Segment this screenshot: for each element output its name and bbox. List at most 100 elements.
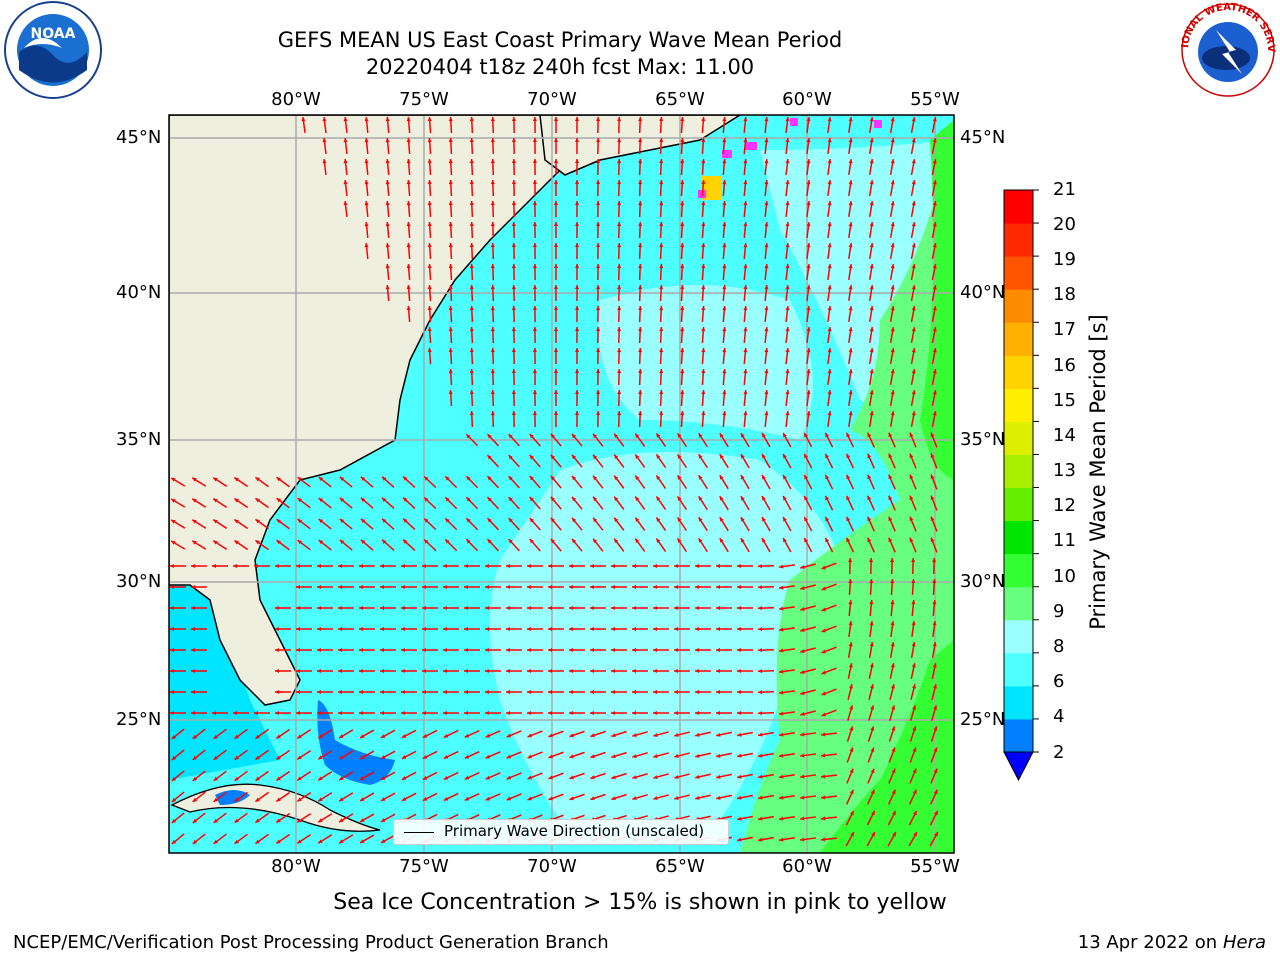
wave-direction-arrowhead (596, 306, 601, 311)
wave-direction-arrowhead (846, 516, 851, 522)
wave-direction-arrowhead (550, 454, 555, 460)
wave-direction-arrowhead (360, 797, 365, 801)
wave-direction-arrowhead (716, 689, 721, 695)
wave-direction-arrowhead (871, 831, 875, 837)
wave-direction-arrowhead (825, 432, 830, 438)
wave-direction-arrowhead (740, 496, 745, 501)
wave-direction-arrowhead (911, 684, 916, 689)
legend-text: Primary Wave Direction (unscaled) (444, 822, 705, 840)
wave-direction-arrowhead (553, 264, 559, 269)
wave-direction-arrowhead (783, 537, 787, 543)
wave-direction-arrowhead (590, 733, 595, 738)
wave-direction-arrowhead (571, 496, 577, 502)
wave-direction-arrowhead (590, 796, 595, 801)
wave-direction-arrowhead (764, 285, 769, 290)
wave-direction-arrowhead (659, 264, 664, 269)
wave-direction-arrowhead (359, 668, 364, 674)
wave-direction-arrowhead (511, 327, 516, 332)
wave-direction-arrowhead (800, 607, 805, 611)
wave-direction-arrowhead (912, 726, 917, 731)
wave-direction-arrowhead (527, 689, 532, 695)
wave-direction-arrowhead (806, 411, 811, 416)
wave-direction-arrowhead (890, 390, 895, 395)
wave-direction-arrowhead (553, 117, 559, 122)
wave-direction-arrowhead (674, 626, 679, 632)
wave-direction-arrowhead (758, 711, 763, 716)
wave-direction-arrowhead (930, 495, 935, 501)
wave-direction-arrowhead (821, 649, 826, 654)
wave-direction-arrowhead (427, 348, 432, 353)
wave-direction-arrowhead (890, 558, 895, 563)
wave-direction-arrowhead (318, 734, 323, 739)
wave-direction-arrowhead (296, 647, 301, 653)
wave-direction-arrowhead (553, 138, 559, 143)
wave-direction-arrowhead (527, 796, 533, 801)
wave-direction-arrows (170, 116, 939, 847)
wave-direction-arrowhead (764, 243, 769, 248)
wave-direction-arrowhead (869, 159, 874, 164)
colorbar-tick: 6 (1053, 671, 1065, 692)
wave-direction-arrowhead (743, 264, 748, 269)
wave-direction-arrowhead (317, 584, 322, 590)
wave-direction-arrowhead (487, 476, 492, 481)
wave-direction-arrowhead (596, 201, 601, 206)
wave-direction-arrowhead (932, 411, 937, 416)
wave-direction-arrowhead (716, 647, 721, 653)
wave-direction-arrowhead (511, 264, 516, 269)
wave-direction-arrowhead (764, 411, 769, 416)
wave-direction-arrowhead (890, 264, 895, 269)
wave-direction-arrowhead (932, 663, 937, 668)
wave-direction-arrowhead (827, 222, 832, 227)
wave-direction-arrowhead (869, 558, 874, 563)
wave-direction-arrowhead (677, 538, 682, 543)
wave-direction-arrowhead (716, 605, 721, 611)
wave-direction-arrowhead (490, 327, 495, 332)
wave-direction-arrowhead (343, 180, 348, 185)
wave-direction-arrowhead (848, 264, 853, 269)
wave-direction-arrowhead (674, 647, 679, 653)
wave-direction-arrowhead (701, 306, 706, 311)
wave-direction-arrowhead (848, 180, 853, 185)
wave-direction-arrowhead (785, 327, 790, 332)
wave-direction-arrowhead (719, 475, 724, 480)
wave-direction-arrowhead (891, 768, 896, 774)
wave-direction-arrowhead (806, 117, 811, 122)
colorbar-extend (1003, 751, 1034, 782)
wave-direction-arrowhead (469, 159, 474, 164)
wave-direction-arrowhead (804, 453, 808, 459)
wave-direction-arrowhead (380, 818, 386, 822)
wave-direction-arrowhead (255, 519, 260, 524)
wave-direction-arrowhead (427, 159, 432, 164)
wave-direction-arrowhead (653, 775, 658, 780)
wave-direction-arrowhead (701, 390, 706, 395)
wave-direction-arrowhead (406, 222, 411, 227)
wave-direction-arrowhead (191, 689, 196, 695)
wave-direction-arrowhead (653, 796, 658, 801)
wave-direction-arrowhead (806, 390, 811, 395)
wave-direction-arrowhead (785, 411, 790, 416)
wave-direction-arrowhead (743, 348, 748, 353)
wave-direction-arrowhead (338, 584, 343, 590)
colorbar-tick: 9 (1053, 601, 1065, 622)
wave-direction-arrowhead (716, 753, 721, 758)
wave-direction-arrowhead (339, 818, 344, 823)
wave-direction-arrowhead (532, 306, 537, 311)
lat-label-right: 30°N (960, 571, 1006, 592)
wave-direction-arrowhead (933, 726, 938, 731)
wave-direction-arrowhead (758, 606, 763, 611)
wave-direction-arrowhead (485, 710, 490, 716)
wave-direction-arrowhead (170, 668, 175, 674)
wave-direction-arrowhead (255, 477, 260, 482)
wave-direction-arrowhead (212, 563, 217, 569)
wave-direction-arrowhead (659, 117, 664, 122)
wave-direction-arrowhead (674, 710, 679, 716)
wave-direction-arrowhead (553, 369, 559, 374)
wave-direction-arrowhead (913, 831, 917, 837)
wave-direction-arrowhead (869, 390, 874, 395)
wave-direction-arrowhead (890, 222, 895, 227)
wave-direction-arrowhead (762, 517, 766, 522)
wave-direction-arrowhead (932, 243, 937, 248)
wave-direction-arrowhead (590, 605, 595, 611)
wave-direction-arrowhead (785, 306, 790, 311)
